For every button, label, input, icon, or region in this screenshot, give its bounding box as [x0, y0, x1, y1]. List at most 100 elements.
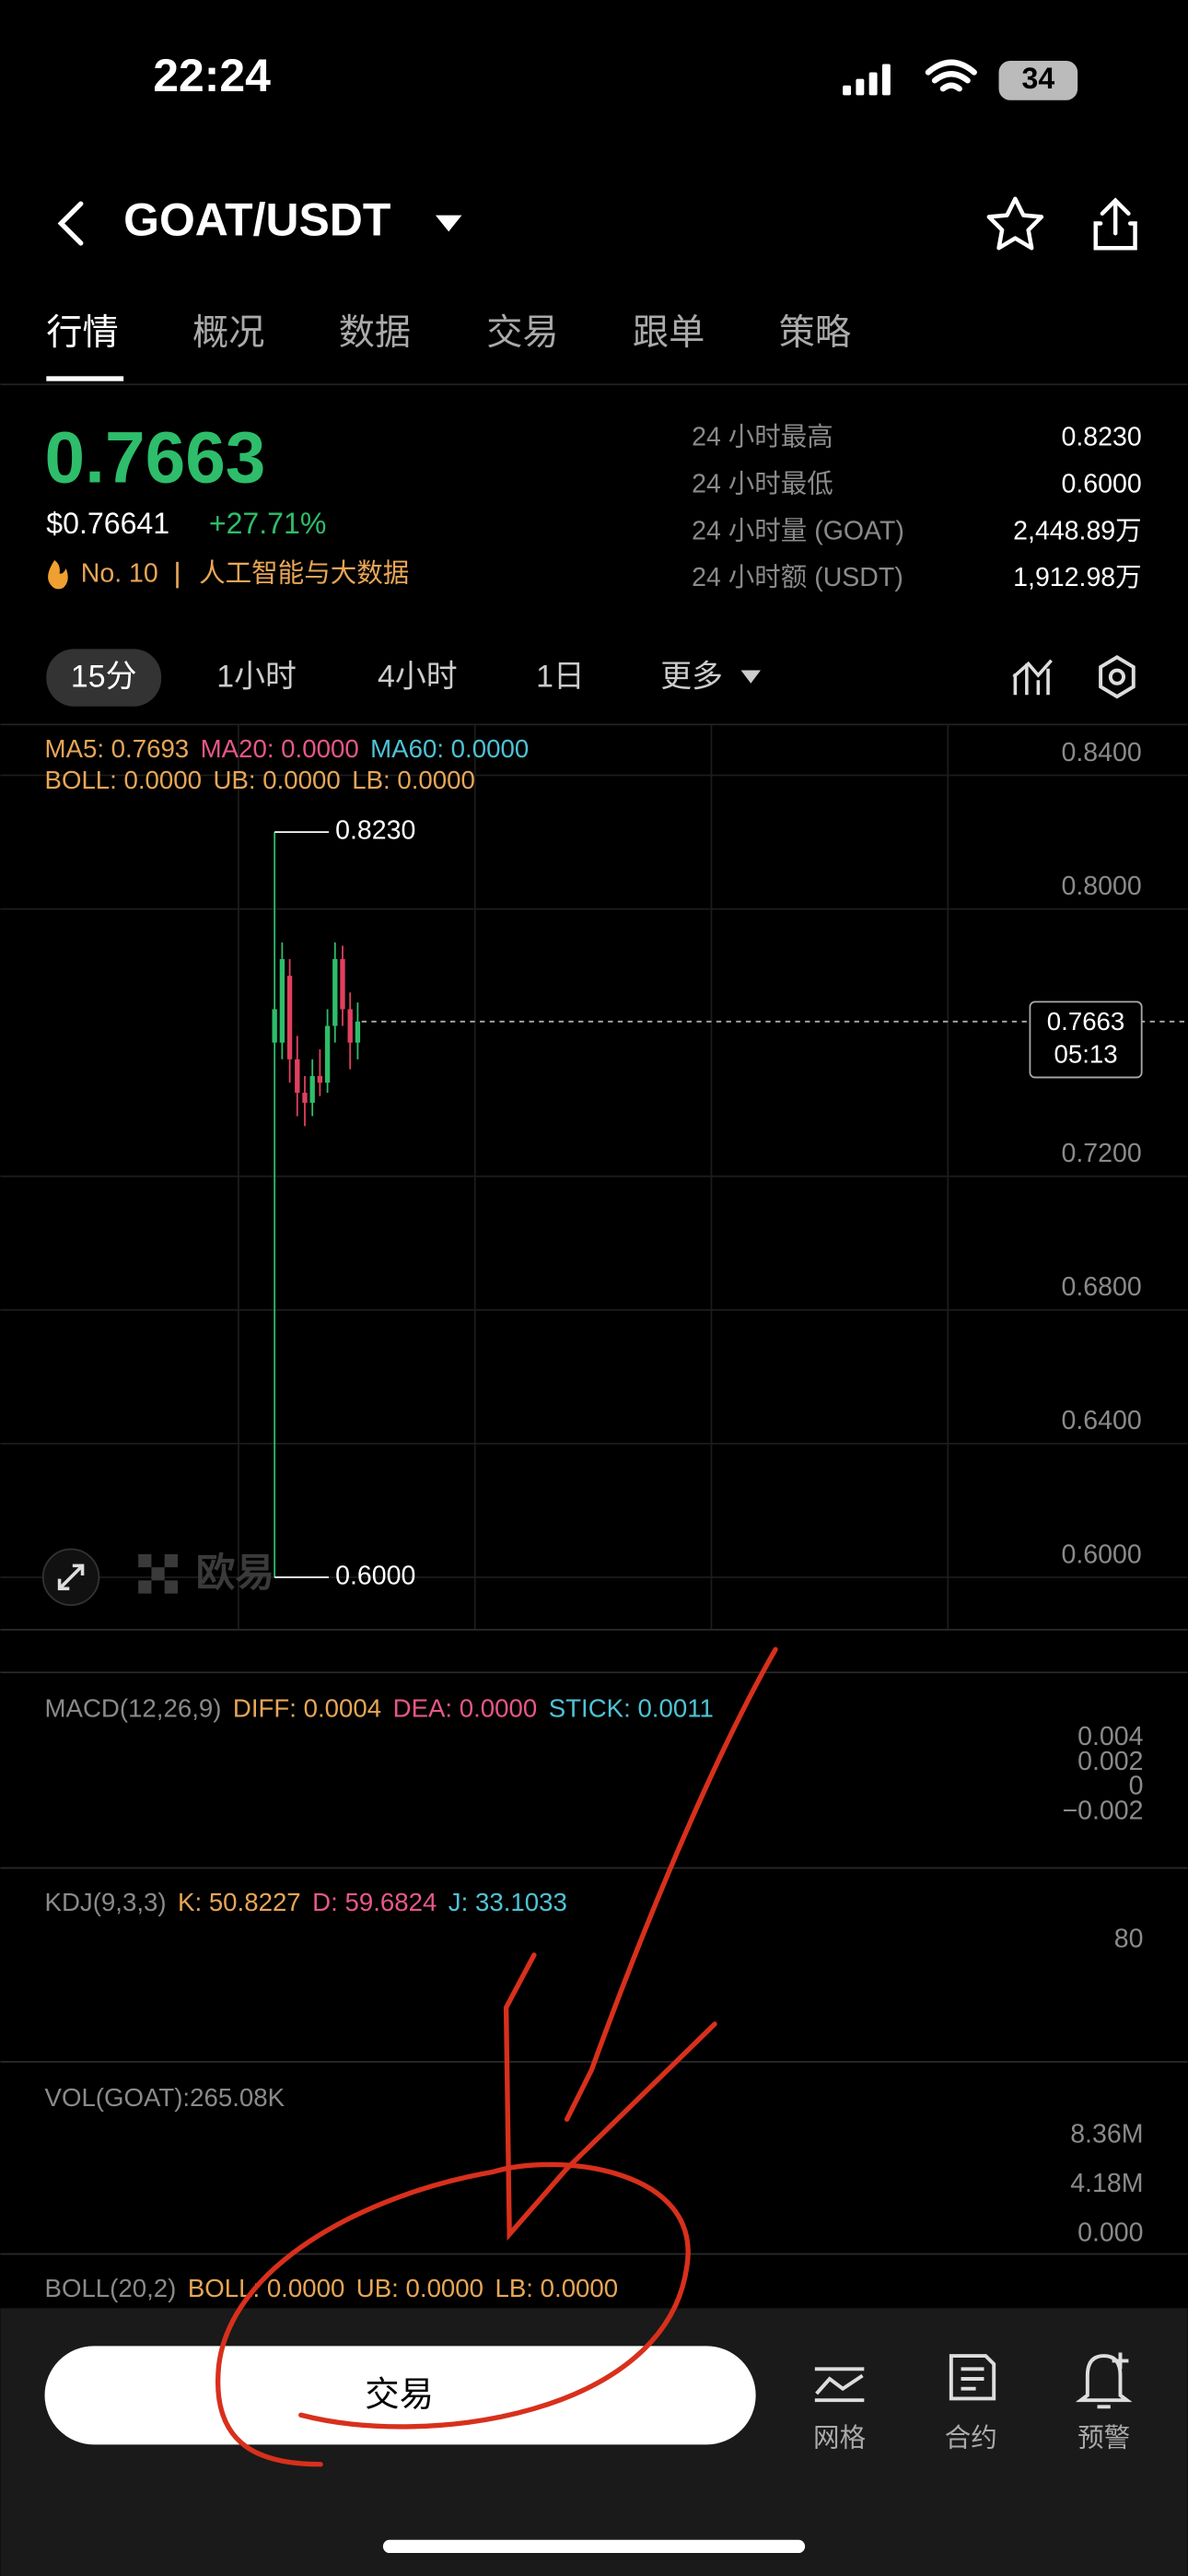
tab[interactable]: 行情 — [46, 312, 118, 353]
wifi-icon — [925, 59, 977, 92]
last-price: 0.7663 — [45, 417, 266, 498]
candle-body — [324, 1025, 331, 1083]
subchart-tick-label: 0 — [1129, 1772, 1144, 1801]
price-chart: 0.8400 0.8000 0.7200 0.6800 0.6400 0.6000 MA5:… — [0, 724, 1188, 1630]
watermark-logo — [138, 1553, 178, 1594]
subchart-tick-label: 80 — [1114, 1924, 1144, 1953]
battery-icon — [998, 60, 1078, 100]
subchart-legend: UB: 0.0000 — [356, 2274, 483, 2302]
pair-title[interactable]: GOAT/USDT — [123, 194, 390, 246]
subchart-legend: KDJ(9,3,3) — [45, 1888, 167, 1916]
candle-body — [347, 1009, 353, 1043]
subchart-legend: J: 33.1033 — [448, 1888, 567, 1916]
tab[interactable]: 跟单 — [633, 312, 705, 353]
candle-body — [340, 958, 345, 1010]
y-tick-label: 0.6800 — [1061, 1272, 1141, 1302]
subchart-tick-label: 0.004 — [1077, 1722, 1143, 1751]
interval[interactable]: 4小时 — [378, 659, 458, 694]
countdown: 05:13 — [1054, 1040, 1117, 1069]
subchart-legend: K: 50.8227 — [178, 1888, 301, 1916]
subchart-legend: STICK: 0.0011 — [549, 1694, 714, 1723]
grid-icon[interactable] — [814, 2367, 865, 2403]
active-tab-indicator — [46, 376, 124, 381]
sector[interactable]: 人工智能与大数据 — [199, 559, 409, 589]
trade-button-label[interactable]: 交易 — [365, 2375, 434, 2414]
pair-dropdown[interactable] — [435, 215, 462, 232]
footer-action-label[interactable]: 预警 — [1077, 2424, 1130, 2453]
y-tick-label: 0.6400 — [1061, 1406, 1141, 1435]
y-tick-label: 0.6000 — [1061, 1540, 1141, 1569]
interval[interactable]: 1小时 — [216, 659, 297, 694]
interval[interactable]: 更多 — [660, 659, 723, 694]
expand-icon — [57, 1563, 85, 1591]
subcharts: MACD(12,26,9) DIFF: 0.0004 DEA: 0.0000 STIC… — [45, 1694, 1144, 2302]
tab-bar: 行情 概况 数据 交易 跟单 策略 — [46, 312, 851, 353]
watermark: 欧易 — [196, 1551, 275, 1595]
stat-label: 24 小时最低 — [692, 469, 833, 498]
subchart-legend: DEA: 0.0000 — [393, 1694, 538, 1723]
stat-value: 1,912.98万 — [1013, 563, 1142, 592]
footer-action-label[interactable]: 合约 — [945, 2424, 997, 2453]
indicator-legend: MA5: 0.7693 — [45, 734, 190, 763]
candle-body — [295, 1059, 300, 1094]
hot-icon — [48, 560, 68, 590]
low-marker-label: 0.6000 — [335, 1561, 415, 1590]
candle-body — [355, 1021, 361, 1043]
indicator-legend: UB: 0.0000 — [214, 766, 341, 794]
active-interval-bg — [46, 649, 162, 707]
high-marker-label: 0.8230 — [335, 816, 415, 846]
candle-body — [279, 958, 285, 1043]
interval[interactable]: 15分 — [71, 659, 137, 694]
back-button[interactable] — [57, 201, 84, 246]
stats: 24 小时最高 0.8230 24 小时最低 0.6000 24 小时量 (GOAT) 2… — [692, 423, 1142, 592]
candle-body — [272, 1009, 277, 1043]
usd-price: $0.76641 — [46, 507, 169, 540]
more-dropdown[interactable] — [740, 670, 761, 684]
settings-button-center — [1108, 668, 1126, 685]
indicator-legend: LB: 0.0000 — [352, 766, 475, 794]
settings-button[interactable] — [1099, 654, 1136, 699]
interval-bar: 15分 1小时 4小时 1日 更多 — [71, 659, 723, 694]
candle-body — [332, 958, 338, 1026]
stat-label: 24 小时量 (GOAT) — [692, 516, 904, 545]
tab[interactable]: 概况 — [192, 312, 264, 353]
stat-label: 24 小时额 (USDT) — [692, 563, 903, 592]
indicator-legend: MA20: 0.0000 — [201, 734, 359, 763]
subchart-legend: BOLL(20,2) — [45, 2274, 177, 2302]
alert-icon[interactable] — [1075, 2352, 1133, 2409]
candle-body — [309, 1075, 315, 1103]
contract-icon[interactable] — [949, 2354, 996, 2401]
indicator-button[interactable] — [1012, 659, 1053, 696]
favorite-button[interactable] — [986, 196, 1044, 251]
footer-actions: 网格 合约 预警 — [813, 2424, 1130, 2453]
clock: 22:24 — [153, 50, 271, 101]
tab[interactable]: 策略 — [779, 312, 851, 353]
subchart-legend: MACD(12,26,9) — [45, 1694, 222, 1723]
candle-body — [302, 1093, 308, 1103]
rank: No. 10 — [81, 559, 158, 589]
y-tick-label: 0.8000 — [1061, 872, 1141, 901]
stat-value: 0.8230 — [1061, 423, 1141, 452]
stat-label: 24 小时最高 — [692, 423, 833, 452]
signal-icon — [843, 64, 891, 96]
y-tick-label: 0.7200 — [1061, 1139, 1141, 1168]
stat-value: 0.6000 — [1061, 469, 1141, 498]
subchart-tick-label: 0.002 — [1077, 1747, 1143, 1776]
interval[interactable]: 1日 — [536, 659, 585, 694]
annotation-scribble — [215, 1646, 778, 2467]
indicator-legend: MA60: 0.0000 — [370, 734, 529, 763]
subchart-tick-label: 0.000 — [1077, 2219, 1143, 2248]
last-price-tag — [1029, 1001, 1143, 1079]
share-button[interactable] — [1093, 197, 1137, 251]
candle-body — [286, 976, 293, 1060]
subchart-legend: VOL(GOAT):265.08K — [45, 2083, 285, 2112]
tab[interactable]: 交易 — [486, 312, 558, 353]
footer-action-label[interactable]: 网格 — [813, 2424, 866, 2453]
subchart-tick-label: 8.36M — [1070, 2120, 1143, 2149]
candle-body — [317, 1075, 323, 1083]
tab[interactable]: 数据 — [339, 312, 411, 353]
subchart-legend: DIFF: 0.0004 — [233, 1694, 381, 1723]
